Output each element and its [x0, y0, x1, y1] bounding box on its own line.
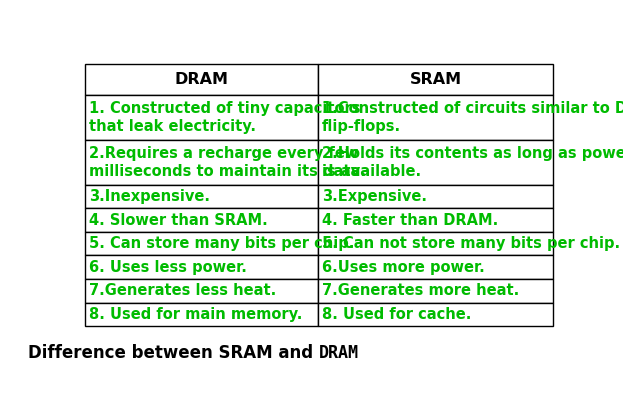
Text: 2.Requires a recharge every few
milliseconds to maintain its data.: 2.Requires a recharge every few millisec…: [89, 146, 366, 179]
Text: 3.Inexpensive.: 3.Inexpensive.: [89, 189, 210, 204]
Bar: [85, 232, 318, 256]
Bar: [318, 256, 553, 279]
Bar: [318, 279, 553, 303]
Bar: [85, 256, 318, 279]
Text: 6.Uses more power.: 6.Uses more power.: [321, 260, 485, 275]
Text: Difference between SRAM and: Difference between SRAM and: [29, 344, 320, 362]
Bar: [318, 303, 553, 326]
Text: 8. Used for cache.: 8. Used for cache.: [321, 307, 471, 322]
Text: 1. Constructed of tiny capacitors
that leak electricity.: 1. Constructed of tiny capacitors that l…: [89, 101, 361, 134]
Text: 3.Expensive.: 3.Expensive.: [321, 189, 427, 204]
Bar: [85, 185, 318, 208]
Bar: [85, 208, 318, 232]
Bar: [85, 65, 318, 95]
Text: 4. Slower than SRAM.: 4. Slower than SRAM.: [89, 213, 268, 228]
Text: 5. Can store many bits per chip.: 5. Can store many bits per chip.: [89, 236, 354, 251]
Text: 4. Faster than DRAM.: 4. Faster than DRAM.: [321, 213, 498, 228]
Bar: [85, 303, 318, 326]
Text: 8. Used for main memory.: 8. Used for main memory.: [89, 307, 302, 322]
Text: DRAM: DRAM: [174, 72, 229, 87]
Text: 1.Constructed of circuits similar to D
flip-flops.: 1.Constructed of circuits similar to D f…: [321, 101, 623, 134]
Bar: [318, 65, 553, 95]
Bar: [85, 279, 318, 303]
Text: 5. Can not store many bits per chip.: 5. Can not store many bits per chip.: [321, 236, 620, 251]
Bar: [318, 232, 553, 256]
Text: SRAM: SRAM: [409, 72, 462, 87]
Bar: [318, 95, 553, 140]
Text: 6. Uses less power.: 6. Uses less power.: [89, 260, 247, 275]
Bar: [85, 140, 318, 185]
Text: DRAM: DRAM: [320, 344, 359, 362]
Text: 7.Generates less heat.: 7.Generates less heat.: [89, 283, 276, 298]
Text: 7.Generates more heat.: 7.Generates more heat.: [321, 283, 519, 298]
Bar: [318, 140, 553, 185]
Bar: [318, 208, 553, 232]
Bar: [85, 95, 318, 140]
Text: 2.Holds its contents as long as power
is available.: 2.Holds its contents as long as power is…: [321, 146, 623, 179]
Bar: [318, 185, 553, 208]
